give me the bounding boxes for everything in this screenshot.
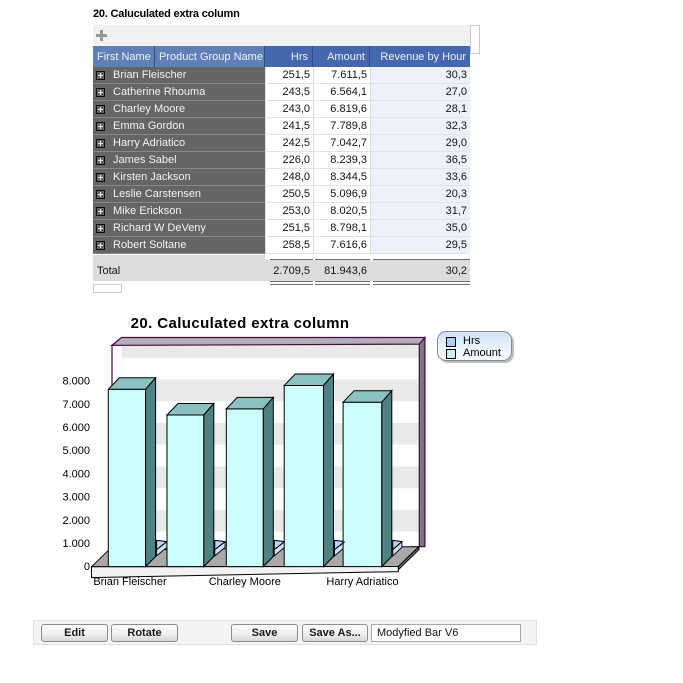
svg-text:4.000: 4.000 [62,468,90,480]
svg-text:3.000: 3.000 [62,492,90,504]
svg-text:8.000: 8.000 [62,376,90,388]
svg-text:20. Caluculated extra column: 20. Caluculated extra column [131,315,350,332]
svg-text:5.000: 5.000 [62,445,90,457]
svg-text:0: 0 [84,561,90,573]
svg-text:Harry Adriatico: Harry Adriatico [326,576,398,588]
svg-text:Charley Moore: Charley Moore [209,576,281,588]
svg-text:7.000: 7.000 [62,399,90,411]
svg-text:Brian Fleischer: Brian Fleischer [93,576,167,588]
svg-text:6.000: 6.000 [62,422,90,434]
svg-text:2.000: 2.000 [62,515,90,527]
svg-text:1.000: 1.000 [62,538,90,550]
